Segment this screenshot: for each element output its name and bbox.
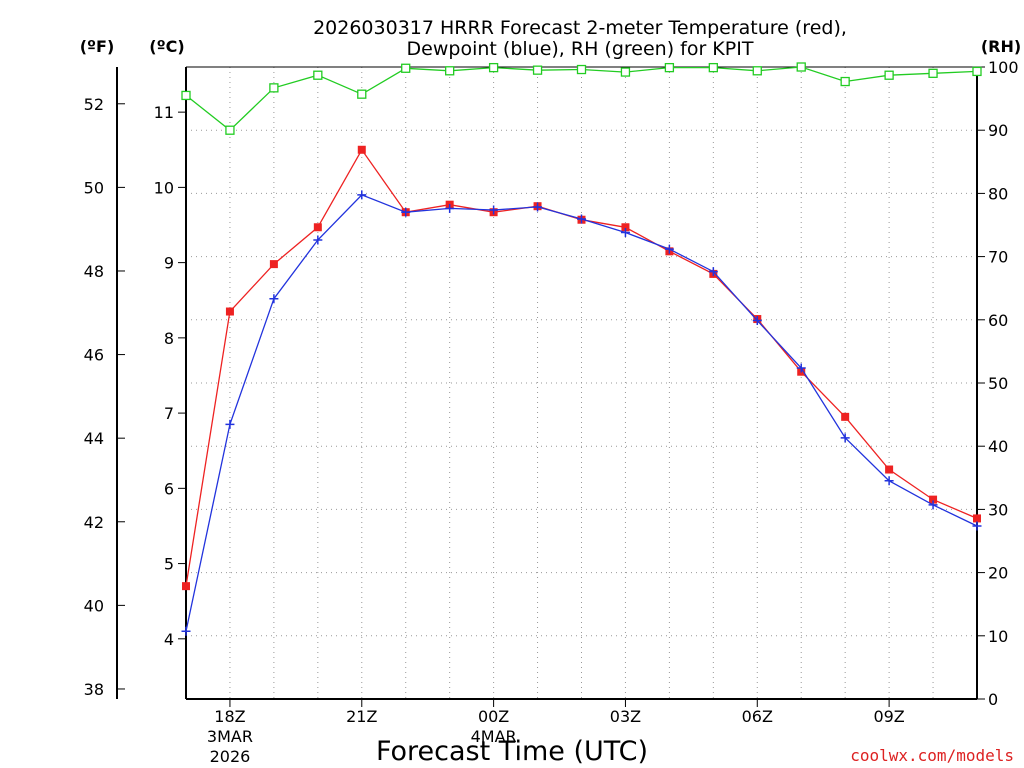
rh-point <box>401 63 411 73</box>
celsius-tick-label: 7 <box>164 404 174 423</box>
rh-point <box>225 125 235 135</box>
rh-point <box>664 62 675 73</box>
dewpoint-point <box>225 419 235 429</box>
fahrenheit-tick-label: 50 <box>84 178 104 197</box>
dewpoint-point <box>445 203 455 213</box>
celsius-tick-label: 9 <box>164 254 174 273</box>
fahrenheit-tick-label: 40 <box>84 596 104 615</box>
rh-point <box>313 70 323 80</box>
rh-tick-label: 20 <box>988 564 1008 583</box>
celsius-tick-label: 10 <box>154 178 174 197</box>
celsius-tick-label: 6 <box>164 479 174 498</box>
rh-point <box>972 66 982 77</box>
dewpoint-line <box>185 194 978 632</box>
rh-point <box>445 66 455 76</box>
temperature-point <box>929 495 938 504</box>
dewpoint-point <box>181 626 191 636</box>
chart-title-line-1: 2026030317 HRRR Forecast 2-meter Tempera… <box>313 17 847 39</box>
dewpoint-point <box>620 228 630 238</box>
dewpoint-point <box>401 207 411 217</box>
rh-tick-label: 30 <box>988 500 1008 519</box>
rh-tick-label: 90 <box>988 121 1008 140</box>
dewpoint-point <box>840 433 850 443</box>
celsius-unit-label: (ºC) <box>149 37 184 56</box>
temperature-point <box>313 223 322 232</box>
rh-point <box>708 62 718 73</box>
rh-point <box>620 67 631 77</box>
fahrenheit-tick-label: 42 <box>84 513 104 532</box>
rh-point <box>752 66 762 76</box>
rh-tick-label: 70 <box>988 248 1008 267</box>
x-tick-label: 18Z <box>214 707 245 726</box>
temperature-point <box>621 223 630 232</box>
rh-tick-label: 60 <box>988 311 1008 330</box>
x-tick-date-label: 3MAR <box>207 727 253 746</box>
rh-point <box>840 76 850 87</box>
rh-point <box>181 90 191 101</box>
fahrenheit-tick-label: 44 <box>84 429 104 448</box>
plot-gridlines <box>186 67 977 699</box>
rh-tick-label: 10 <box>988 627 1008 646</box>
rh-point <box>884 70 894 80</box>
rh-point <box>532 65 543 75</box>
fahrenheit-unit-label: (ºF) <box>80 37 115 56</box>
celsius-tick-label: 11 <box>154 103 174 122</box>
rh-point <box>269 83 279 93</box>
dewpoint-point <box>489 205 499 215</box>
x-tick-year-label: 2026 <box>210 747 251 766</box>
dewpoint-point <box>357 190 367 200</box>
rh-point <box>576 64 587 75</box>
x-tick-date-label: 4MAR <box>471 727 517 746</box>
dewpoint-point <box>708 267 718 277</box>
celsius-tick-label: 4 <box>164 630 174 649</box>
x-axis-label: Forecast Time (UTC) <box>376 736 648 767</box>
temperature-point <box>885 465 894 474</box>
x-tick-label: 00Z <box>478 707 509 726</box>
celsius-tick-label: 8 <box>164 329 174 348</box>
axis-ticks: 4 5 6 7 8 9 10 11 38 40 42 44 46 48 50 52 0 10 20 30 40 50 60 7… <box>84 58 1019 766</box>
rh-tick-label: 80 <box>988 184 1008 203</box>
rh-tick-label: 0 <box>988 690 998 709</box>
dewpoint-point <box>928 500 938 510</box>
rh-tick-label: 100 <box>988 58 1019 77</box>
data-series <box>181 62 982 636</box>
rh-point <box>357 89 367 99</box>
temperature-point <box>973 514 981 523</box>
rh-line <box>185 66 978 132</box>
dewpoint-point <box>972 521 982 531</box>
temperature-point <box>841 412 850 421</box>
dewpoint-point <box>577 214 586 224</box>
fahrenheit-tick-label: 46 <box>84 346 104 365</box>
temperature-point <box>182 582 190 591</box>
fahrenheit-tick-label: 38 <box>84 680 104 699</box>
dewpoint-point <box>533 202 543 212</box>
x-tick-label: 21Z <box>346 707 377 726</box>
celsius-tick-label: 5 <box>164 555 174 574</box>
x-tick-label: 09Z <box>873 707 904 726</box>
rh-tick-label: 50 <box>988 374 1008 393</box>
rh-tick-label: 40 <box>988 437 1008 456</box>
x-tick-label: 06Z <box>742 707 773 726</box>
credit-text[interactable]: coolwx.com/models <box>850 746 1014 765</box>
x-tick-label: 03Z <box>610 707 641 726</box>
fahrenheit-tick-label: 52 <box>84 95 104 114</box>
dewpoint-point <box>269 294 279 304</box>
dewpoint-point <box>664 244 674 254</box>
rh-point <box>488 62 499 73</box>
temperature-point <box>225 307 234 316</box>
dewpoint-point <box>796 363 806 373</box>
rh-point <box>928 68 938 78</box>
rh-point <box>796 62 806 72</box>
rh-unit-label: (RH) <box>981 37 1021 56</box>
chart-title-line-2: Dewpoint (blue), RH (green) for KPIT <box>407 38 754 60</box>
dewpoint-point <box>884 476 894 486</box>
fahrenheit-tick-label: 48 <box>84 262 104 281</box>
dewpoint-point <box>313 235 323 245</box>
dewpoint-point <box>752 316 762 326</box>
temperature-point <box>269 260 278 269</box>
plot-axes <box>116 66 978 700</box>
temperature-point <box>357 145 366 154</box>
